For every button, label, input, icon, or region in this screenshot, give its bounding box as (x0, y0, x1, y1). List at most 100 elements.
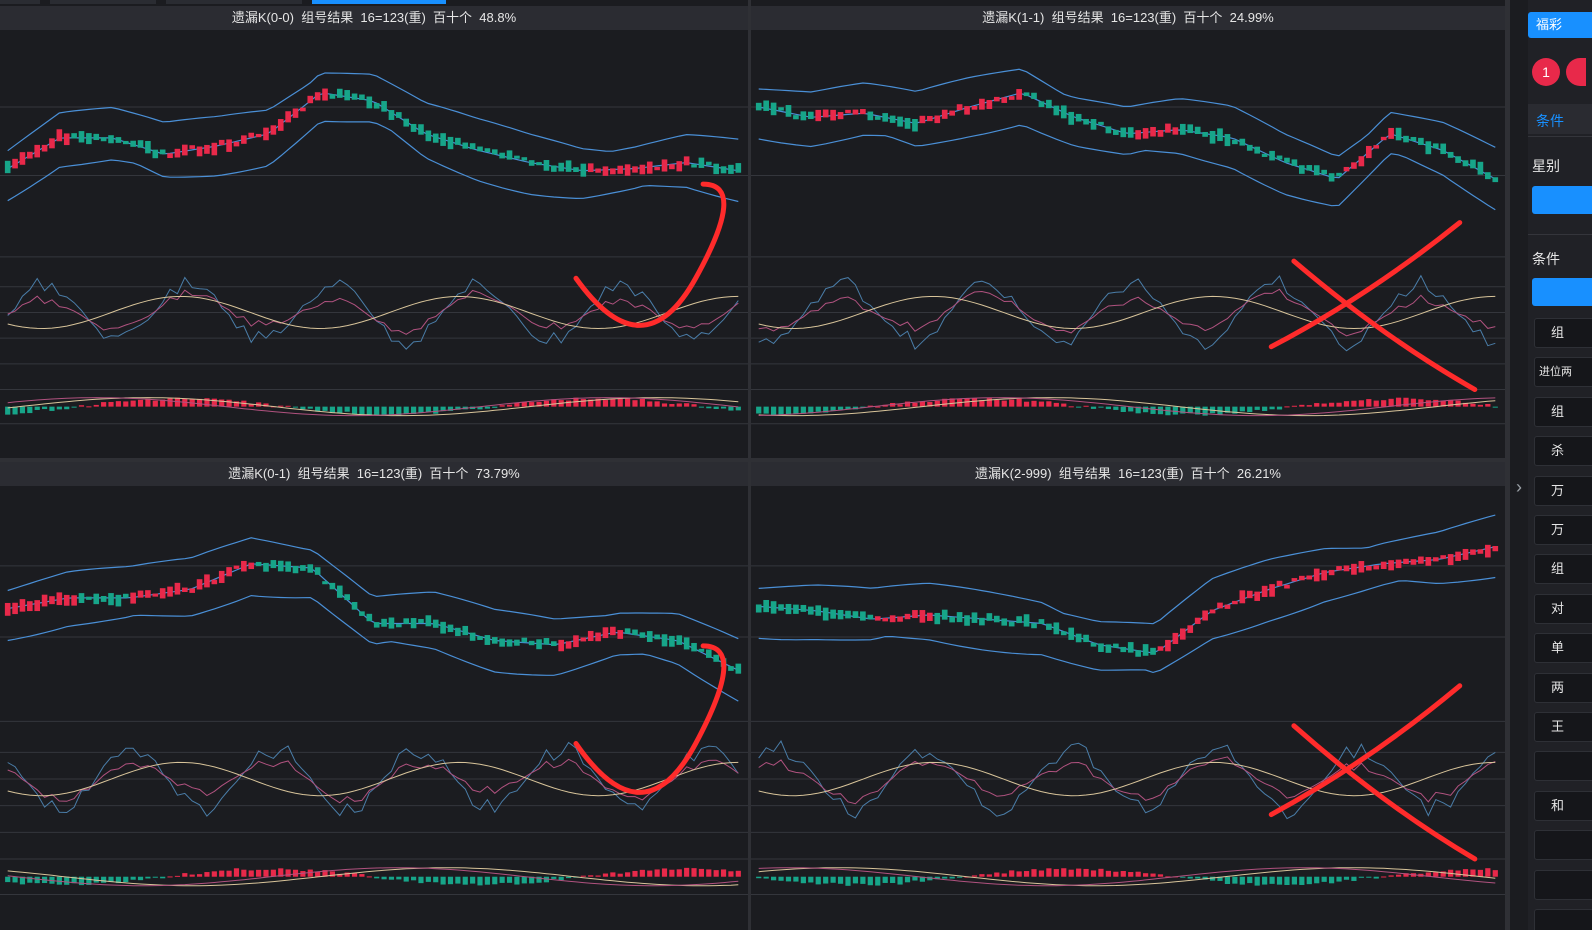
macd-bar (1336, 876, 1342, 882)
candle (506, 639, 513, 647)
condition-button[interactable] (1534, 909, 1592, 930)
candle (388, 617, 395, 629)
macd-bar (956, 876, 963, 878)
candle (1053, 105, 1060, 116)
macd-bar (1328, 402, 1335, 407)
macd-bar (904, 401, 911, 407)
candle (1113, 129, 1119, 135)
condition-button[interactable] (1534, 830, 1592, 861)
kline-chart[interactable] (0, 30, 748, 458)
macd-bar (823, 406, 829, 413)
condition-button[interactable]: 进位两 (1534, 357, 1592, 388)
top-tab[interactable] (50, 0, 156, 4)
candle (993, 96, 1000, 102)
macd-bar (433, 406, 439, 414)
condition-button[interactable]: 杀 (1534, 436, 1592, 467)
candle (874, 616, 881, 621)
candle (49, 138, 55, 149)
condition-button[interactable]: 组 (1534, 396, 1592, 427)
candle (152, 593, 159, 597)
macd-bar (529, 402, 535, 407)
candle (1425, 557, 1432, 566)
macd-bar (219, 399, 225, 407)
condition-button[interactable] (1534, 751, 1592, 782)
chart-panel-omission-k-2-999[interactable]: 遗漏K(2-999) 组号结果 16=123(重) 百十个 26.21% (751, 462, 1505, 930)
macd-bar (1373, 400, 1379, 407)
condition-button[interactable]: 和 (1534, 790, 1592, 821)
candle (565, 641, 572, 649)
condition-button[interactable]: 万 (1534, 475, 1592, 506)
macd-bar (381, 406, 387, 415)
candle (93, 593, 100, 605)
macd-bar (418, 406, 424, 413)
macd-bar (602, 873, 609, 877)
candle (971, 105, 978, 110)
chart-panel-omission-k-1-1[interactable]: 遗漏K(1-1) 组号结果 16=123(重) 百十个 24.99% (751, 6, 1505, 458)
candle (469, 632, 476, 641)
macd-bar (610, 398, 616, 407)
condition-button[interactable]: 王 (1534, 712, 1592, 742)
lottery-type-button[interactable]: 福彩 (1528, 12, 1592, 38)
chevron-right-icon[interactable]: › (1516, 477, 1522, 497)
macd-bar (1038, 870, 1045, 877)
draw-number-badge[interactable] (1566, 58, 1586, 86)
candle (1202, 131, 1208, 137)
star-select[interactable] (1532, 186, 1592, 214)
macd-bar (904, 876, 911, 883)
macd-bar (1209, 876, 1216, 881)
draw-number-badge[interactable]: 1 (1532, 58, 1560, 86)
macd-bar (912, 402, 918, 407)
condition-button[interactable]: 万 (1534, 515, 1592, 545)
macd-histogram (756, 868, 1498, 886)
condition-button[interactable]: 组 (1534, 318, 1592, 348)
candle (1440, 143, 1447, 155)
macd-histogram (5, 397, 741, 416)
macd-bar (632, 400, 638, 407)
panel-divider[interactable] (748, 0, 751, 930)
macd-bar (763, 406, 769, 414)
candle (86, 596, 92, 600)
candle (122, 593, 129, 598)
kline-chart[interactable] (0, 486, 748, 930)
chart-panel-omission-k-0-1[interactable]: 遗漏K(0-1) 组号结果 16=123(重) 百十个 73.79% (0, 462, 748, 930)
macd-bar (684, 867, 690, 877)
candle (1388, 127, 1394, 139)
candle (867, 111, 874, 121)
macd-bar (492, 406, 498, 408)
macd-bar (477, 876, 483, 886)
candle (1440, 555, 1447, 559)
panel-divider[interactable] (1505, 0, 1510, 930)
kline-chart[interactable] (751, 486, 1505, 930)
macd-bar (1068, 406, 1074, 408)
kline-chart[interactable] (751, 30, 1505, 458)
candle (218, 139, 225, 146)
macd-bar (145, 876, 151, 879)
macd-bar (1142, 406, 1149, 413)
panel-divider[interactable] (0, 458, 1505, 462)
candle (845, 610, 851, 619)
macd-bar (934, 876, 940, 880)
candle (1432, 143, 1439, 149)
condition-button[interactable]: 组 (1534, 554, 1592, 585)
condition-button[interactable]: 单 (1534, 633, 1592, 664)
condition-button[interactable] (1534, 869, 1592, 900)
macd-bar (1016, 871, 1022, 877)
top-tab[interactable] (166, 0, 302, 4)
condition-button[interactable]: 对 (1534, 593, 1592, 624)
macd-bar (307, 406, 313, 409)
macd-bar (241, 869, 247, 877)
condition-button[interactable]: 两 (1534, 672, 1592, 703)
tab-conditions[interactable]: 条件 (1536, 113, 1564, 129)
check-mark-annotation (573, 643, 727, 795)
chart-panel-omission-k-0-0[interactable]: 遗漏K(0-0) 组号结果 16=123(重) 百十个 48.8% (0, 6, 748, 458)
macd-bar (1157, 406, 1164, 415)
candle (964, 615, 970, 626)
top-tab[interactable] (0, 0, 40, 4)
top-tab-active[interactable] (312, 0, 446, 4)
candle (100, 137, 107, 142)
candle (233, 141, 240, 147)
condition-select[interactable] (1532, 278, 1592, 306)
candle (1053, 622, 1060, 635)
macd-bar (536, 401, 542, 407)
macd-bar (1105, 870, 1112, 877)
